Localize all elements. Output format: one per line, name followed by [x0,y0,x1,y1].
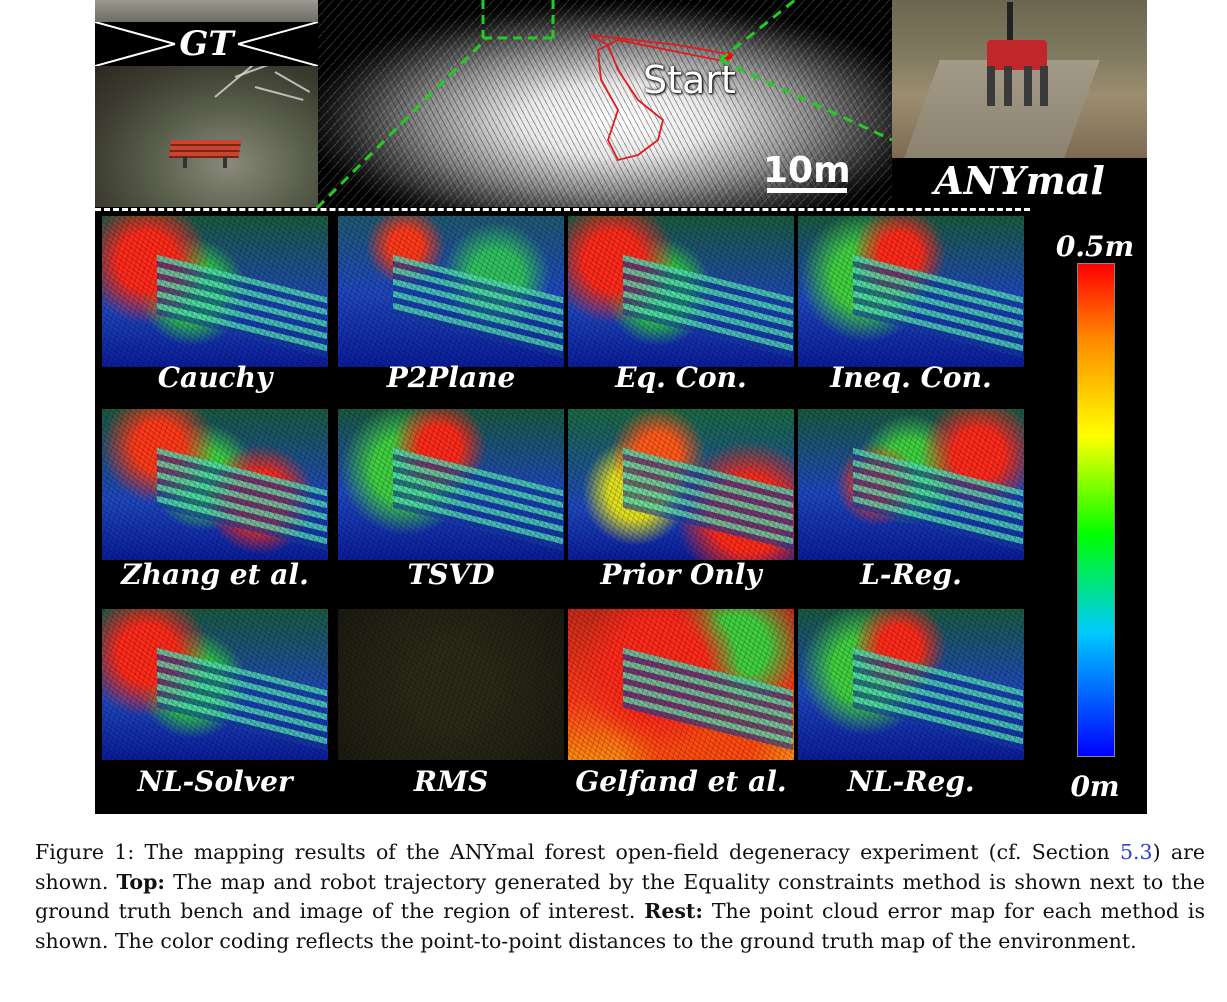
forest-path [904,60,1100,158]
colorbar-min-label: 0m [1070,770,1120,803]
method-label: Ineq. Con. [830,361,992,394]
error-map-panel [568,609,794,760]
method-label: NL-Solver [137,765,293,798]
gt-label: GT [179,24,234,64]
error-map-panel [102,409,328,560]
method-label: TSVD [407,558,495,591]
method-label: Gelfand et al. [575,765,787,798]
robot-body [987,40,1047,70]
error-map-panel [568,216,794,367]
gt-arrow-lines [95,21,318,67]
figure-caption: Figure 1: The mapping results of the ANY… [35,838,1205,956]
bench-seat [168,140,242,158]
error-map-panel [102,609,328,760]
caption-after-ref: ) are shown. [35,840,1205,894]
path-photo [95,0,318,22]
scale-bar [767,188,847,193]
error-map-panel [798,609,1024,760]
method-label: Zhang et al. [121,558,309,591]
gt-label-bar [95,21,318,67]
caption-top-text: The map and robot trajectory generated b… [35,869,1205,924]
error-map-panel [798,216,1024,367]
anymal-photo-panel [892,0,1147,158]
section-divider [95,208,1030,211]
caption-top-bold: Top: [116,869,165,894]
method-label: Eq. Con. [615,361,747,394]
robot-leg [1024,66,1032,106]
robot-leg [1004,66,1012,106]
error-map-panel [338,216,564,367]
error-map-panel [798,409,1024,560]
robot-leg [1040,66,1048,106]
method-label: RMS [413,765,489,798]
caption-rest-text: The point cloud error map for each metho… [35,899,1205,953]
caption-rest-bold: Rest: [644,899,703,923]
method-label: L-Reg. [860,558,962,591]
error-map-panel [338,609,564,760]
error-map-panel [338,409,564,560]
method-label: NL-Reg. [847,765,975,798]
anymal-label: ANYmal [934,158,1105,203]
robot-mast [1007,2,1013,42]
caption-prefix: Figure 1: The mapping results of the ANY… [35,840,1120,864]
ground-truth-panel [95,0,318,207]
start-label: Start [643,58,736,102]
section-link[interactable]: 5.3 [1120,840,1153,864]
bench-leg [223,156,227,168]
method-label: P2Plane [386,361,516,394]
error-map-panel [102,216,328,367]
colorbar [1077,263,1115,757]
method-label: Cauchy [157,361,273,394]
bench-leg [183,156,187,168]
method-label: Prior Only [600,558,762,591]
colorbar-max-label: 0.5m [1055,230,1135,263]
error-map-panel [568,409,794,560]
scale-label: 10m [763,150,851,191]
figure-image: GT Start 10m ANYmal Cauchy P2Plane Eq. Con… [95,0,1147,814]
bench-photo [95,51,318,207]
robot-leg [987,66,995,106]
